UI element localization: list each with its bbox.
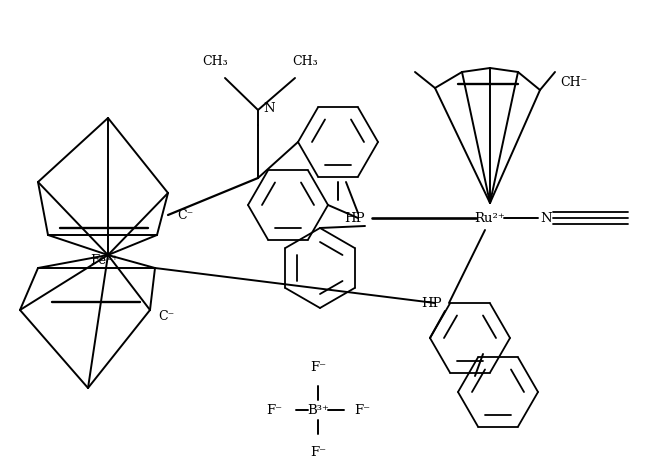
Text: F⁻: F⁻ [310,361,326,374]
Text: C⁻: C⁻ [158,310,174,323]
Text: Fe²⁺: Fe²⁺ [90,253,118,266]
Text: C⁻: C⁻ [177,208,193,221]
Text: B³⁺: B³⁺ [307,404,329,417]
Text: HP: HP [422,297,442,310]
Text: Ru²⁺: Ru²⁺ [475,212,505,225]
Text: F⁻: F⁻ [310,446,326,459]
Text: F⁻: F⁻ [266,404,282,417]
Text: N: N [263,101,274,114]
Text: CH₃: CH₃ [292,55,318,68]
Text: CH⁻: CH⁻ [560,75,587,88]
Text: F⁻: F⁻ [354,404,370,417]
Text: N: N [540,212,552,225]
Text: CH₃: CH₃ [202,55,228,68]
Text: HP: HP [344,212,365,225]
